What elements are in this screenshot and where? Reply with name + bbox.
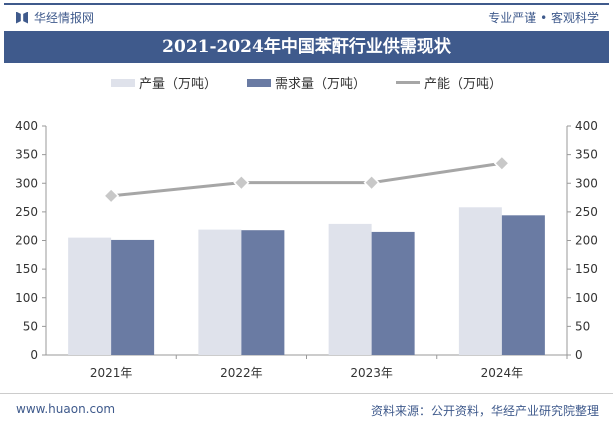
y2-tick-label: 0 [575, 348, 583, 362]
brand-name: 华经情报网 [34, 11, 95, 25]
bar-demand [371, 231, 415, 355]
y-tick-label: 0 [30, 348, 38, 362]
legend-capacity: 产能（万吨） [396, 73, 502, 92]
legend-swatch [246, 78, 271, 87]
y-tick-label: 50 [23, 319, 38, 333]
top-divider [4, 3, 609, 5]
chart-title: 2021-2024年中国苯酐行业供需现状 [4, 31, 609, 63]
y2-tick-label: 250 [575, 205, 598, 219]
y2-tick-label: 50 [575, 319, 590, 333]
x-tick-label: 2022年 [220, 366, 263, 380]
x-tick-label: 2024年 [481, 366, 524, 380]
legend-swatch [110, 78, 135, 87]
brand: 华经情报网 [16, 9, 94, 26]
y-tick-label: 400 [15, 119, 38, 133]
y2-tick-label: 100 [575, 291, 598, 305]
x-tick-label: 2023年 [350, 366, 393, 380]
legend-label: 产量（万吨） [138, 77, 217, 92]
point-capacity [363, 174, 380, 191]
point-capacity [493, 155, 511, 172]
y2-tick-label: 350 [575, 148, 598, 162]
y2-tick-label: 400 [575, 119, 598, 133]
footer-source: 资料来源：公开资料，华经产业研究院整理 [370, 404, 599, 418]
bar-demand [111, 239, 155, 355]
y-tick-label: 300 [15, 176, 38, 190]
y-tick-label: 200 [15, 234, 38, 248]
y2-tick-label: 200 [575, 234, 598, 248]
legend-label: 产能（万吨） [424, 77, 503, 92]
legend-swatch [396, 81, 420, 84]
slogan: 专业严谨 • 客观科学 [488, 11, 599, 25]
bar-production [328, 223, 372, 355]
legend-label: 需求量（万吨） [274, 77, 366, 92]
bar-production [198, 229, 242, 355]
x-tick-label: 2021年 [90, 366, 133, 380]
y-tick-label: 100 [15, 291, 38, 305]
legend-demand: 需求量（万吨） [246, 73, 366, 92]
y2-tick-label: 150 [575, 262, 598, 276]
point-capacity [233, 174, 250, 191]
y-tick-label: 350 [15, 148, 38, 162]
legend-production: 产量（万吨） [110, 73, 217, 92]
y-tick-label: 250 [15, 205, 38, 219]
footer-url[interactable]: www.huaon.com [16, 402, 116, 416]
point-capacity [102, 187, 120, 204]
footer: www.huaon.com 资料来源：公开资料，华经产业研究院整理 [0, 393, 613, 424]
line-capacity [110, 161, 503, 198]
bar-production [68, 237, 112, 355]
bar-demand [241, 230, 285, 355]
y-tick-label: 150 [15, 262, 38, 276]
y2-tick-label: 300 [575, 176, 598, 190]
bar-demand [501, 215, 545, 355]
legend: 产量（万吨） 需求量（万吨） 产能（万吨） [0, 73, 613, 92]
bar-production [458, 207, 502, 355]
